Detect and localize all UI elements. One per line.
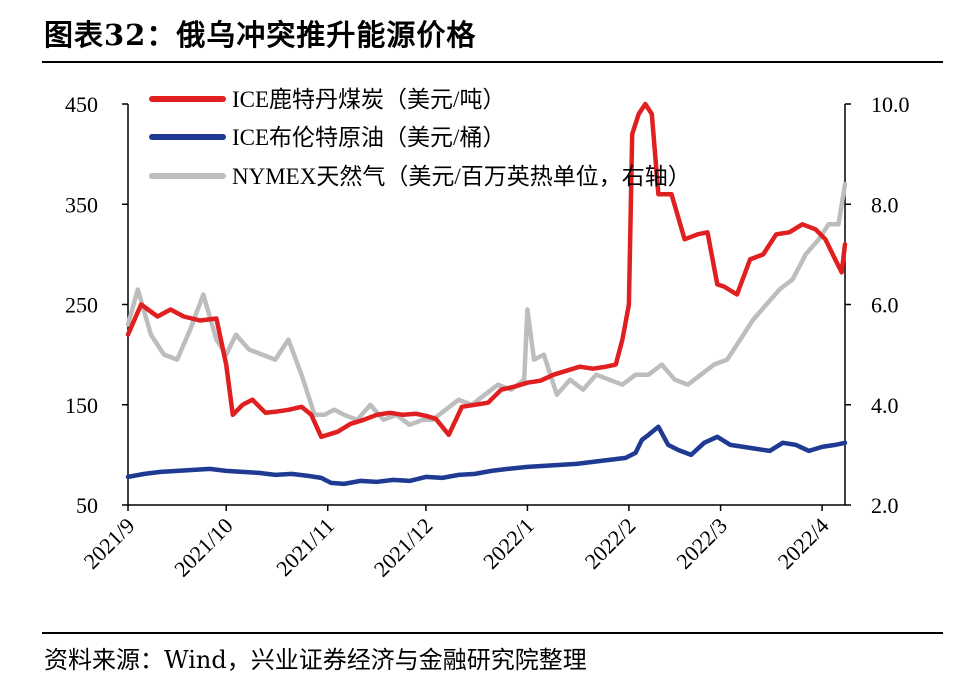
x-tick-label: 2022/4 [773, 513, 834, 574]
source-rule [42, 632, 943, 634]
left-tick-label: 150 [65, 393, 98, 418]
chart-title: 图表32：俄乌冲突推升能源价格 [44, 18, 477, 52]
x-tick-label: 2021/9 [79, 513, 140, 574]
series-lines [125, 101, 848, 487]
left-tick-label: 350 [65, 192, 98, 217]
right-tick-label: 4.0 [871, 393, 899, 418]
x-tick-label: 2021/11 [271, 513, 339, 581]
legend-label: ICE鹿特丹煤炭（美元/吨） [232, 87, 505, 112]
right-tick-label: 2.0 [871, 493, 899, 518]
right-tick-label: 6.0 [871, 293, 899, 318]
right-tick-label: 10.0 [871, 92, 910, 117]
x-tick-label: 2022/2 [580, 513, 641, 574]
x-tick-label: 2022/1 [478, 513, 539, 574]
legend-label: ICE布伦特原油（美元/桶） [232, 125, 505, 150]
left-tick-label: 250 [65, 293, 98, 318]
title-rule [42, 61, 943, 63]
x-tick-label: 2022/3 [671, 513, 732, 574]
series-line [125, 101, 848, 440]
x-tick-label: 2021/10 [169, 513, 238, 582]
legend: ICE鹿特丹煤炭（美元/吨） ICE布伦特原油（美元/桶） NYMEX天然气（美元/… [149, 87, 691, 189]
right-tick-label: 8.0 [871, 192, 899, 217]
series-line [125, 424, 848, 487]
left-tick-label: 450 [65, 92, 98, 117]
source-note: 资料来源：Wind，兴业证券经济与金融研究院整理 [44, 646, 587, 674]
left-tick-label: 50 [76, 493, 98, 518]
series-line [125, 181, 848, 428]
x-tick-label: 2021/12 [369, 513, 438, 582]
legend-label: NYMEX天然气（美元/百万英热单位，右轴） [232, 164, 691, 189]
